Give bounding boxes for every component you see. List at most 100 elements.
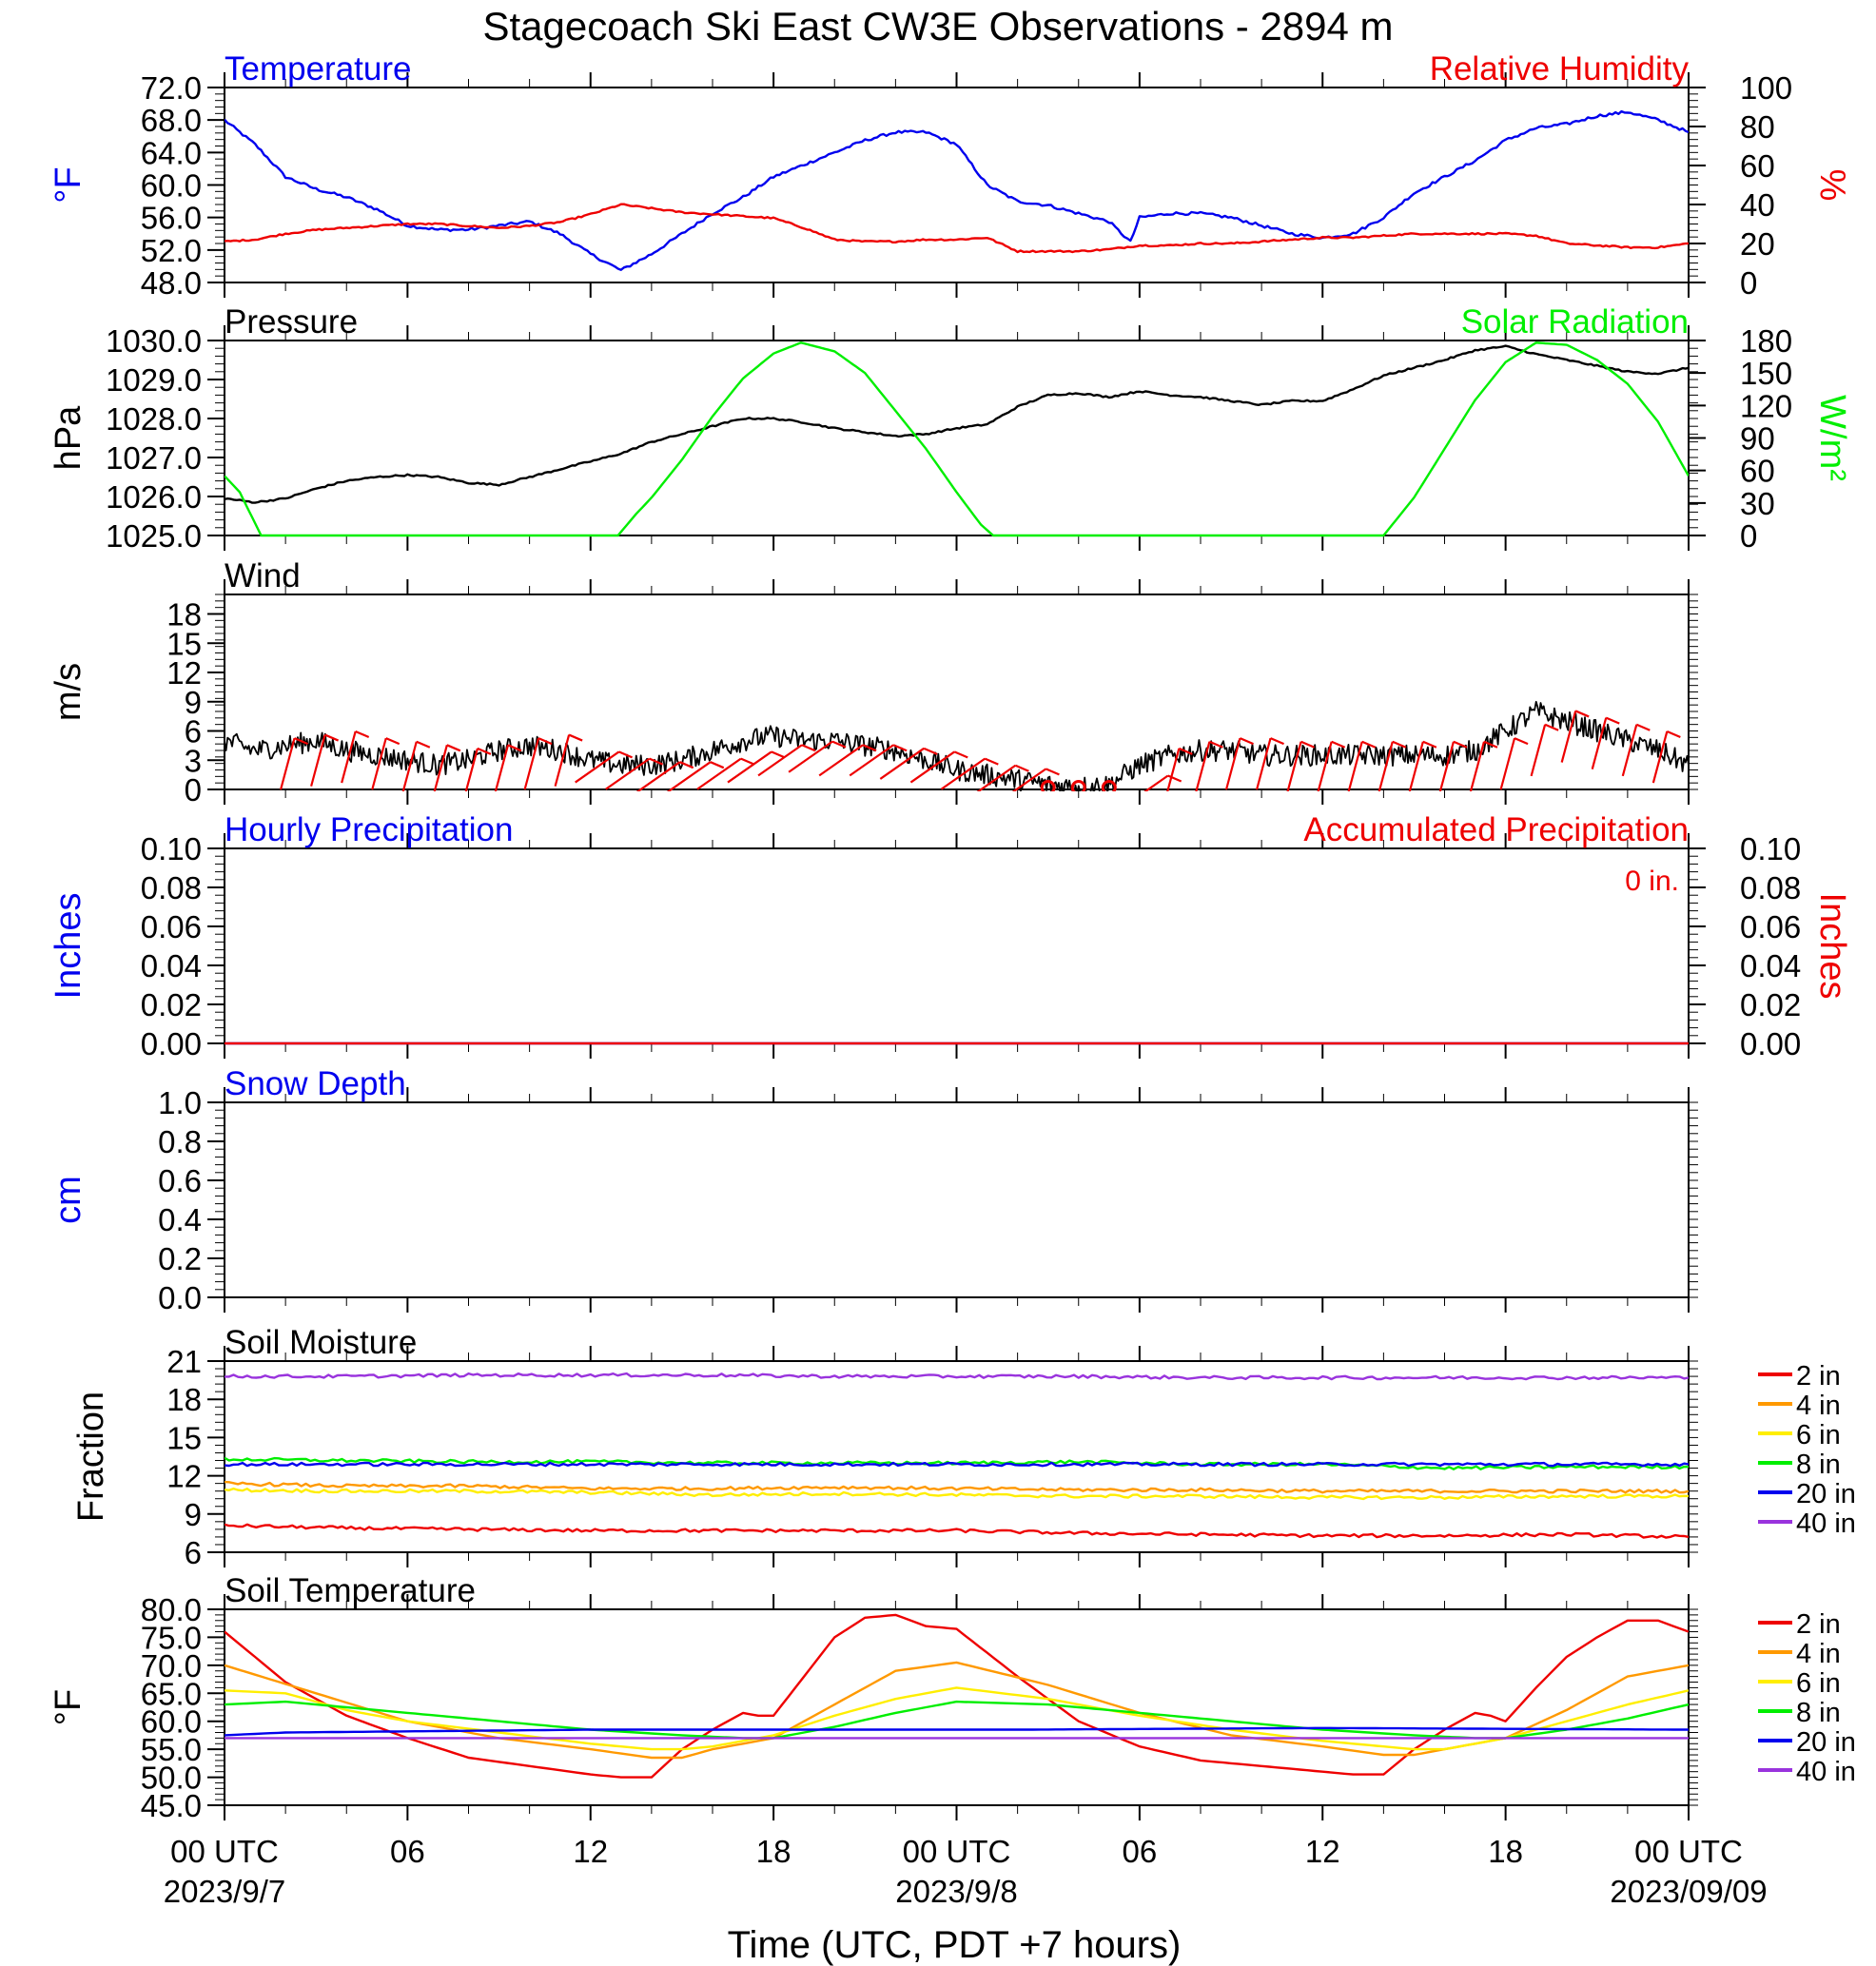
panel-title-right: Accumulated Precipitation bbox=[1303, 811, 1689, 848]
series-line-6-in bbox=[225, 1686, 1689, 1751]
legend-label: 40 in bbox=[1796, 1509, 1856, 1539]
wind-barb bbox=[554, 734, 571, 787]
y-tick-label-left: 6 bbox=[185, 714, 202, 749]
y-tick-label-right: 0.08 bbox=[1740, 870, 1801, 905]
x-tick-date: 2023/09/09 bbox=[1610, 1874, 1767, 1909]
wind-barb-flag bbox=[355, 730, 370, 738]
wind-barb bbox=[1166, 748, 1181, 791]
wind-barb bbox=[818, 744, 864, 777]
wind-barb-flag bbox=[1574, 710, 1590, 718]
calm-wind-marker bbox=[1101, 780, 1117, 791]
wind-barb-flag bbox=[618, 750, 634, 759]
series-line-pressure bbox=[225, 344, 1689, 504]
y-tick-label-left: 55.0 bbox=[141, 1732, 202, 1767]
wind-barb-flag bbox=[507, 744, 522, 752]
y-tick-label-left: 6 bbox=[185, 1535, 202, 1570]
y-tick-label-right: 100 bbox=[1740, 70, 1792, 106]
series-line-20-in bbox=[225, 1726, 1689, 1737]
wind-barb bbox=[1286, 741, 1302, 791]
wind-barb-flag bbox=[923, 747, 938, 755]
x-tick-label: 00 UTC bbox=[903, 1834, 1011, 1869]
wind-barb bbox=[727, 750, 772, 784]
wind-barb-flag bbox=[1514, 737, 1529, 746]
x-tick-label: 06 bbox=[390, 1834, 425, 1869]
wind-barb-flag bbox=[1178, 747, 1193, 755]
wind-barb-flag bbox=[294, 737, 308, 746]
wind-barb-flag bbox=[1635, 723, 1651, 731]
y-tick-label-right: 0.06 bbox=[1740, 909, 1801, 944]
wind-barb bbox=[666, 761, 712, 791]
wind-barb bbox=[1530, 724, 1547, 777]
y-tick-label-right: 90 bbox=[1740, 421, 1775, 457]
y-tick-label-left: 52.0 bbox=[141, 233, 202, 268]
y-tick-label-left: 0.00 bbox=[141, 1026, 202, 1061]
y-tick-label-right: 80 bbox=[1740, 109, 1775, 145]
series-line-8-in bbox=[225, 1700, 1689, 1740]
wind-barb bbox=[940, 757, 986, 790]
panel-title-left: Wind bbox=[225, 557, 301, 594]
plot-frame bbox=[224, 1608, 1690, 1806]
wind-barb-flag bbox=[416, 740, 431, 749]
wind-barb-flag bbox=[984, 757, 999, 766]
wind-barb bbox=[1560, 710, 1577, 763]
legend-label: 2 in bbox=[1796, 1361, 1841, 1392]
wind-barb-flag bbox=[1544, 723, 1559, 731]
y-tick-label-left: 0.8 bbox=[158, 1124, 202, 1159]
y-tick-label-left: 0.08 bbox=[141, 870, 202, 905]
y-tick-label-right: 40 bbox=[1740, 187, 1775, 223]
y-tick-label-left: 45.0 bbox=[141, 1788, 202, 1823]
panel-title-left: Snow Depth bbox=[225, 1065, 406, 1102]
y-tick-label-left: 48.0 bbox=[141, 265, 202, 301]
wind-barb-flag bbox=[710, 761, 725, 769]
y-axis-title-left: hPa bbox=[49, 405, 88, 470]
wind-barb-flag bbox=[1240, 737, 1254, 746]
panel-soil_temperature: 45.050.055.060.065.070.075.080.0 Soil Tem… bbox=[49, 1572, 1856, 1823]
wind-barb bbox=[494, 745, 510, 791]
wind-barb bbox=[1469, 741, 1486, 791]
y-axis-title-left: °F bbox=[49, 166, 88, 203]
panel-title-right: Relative Humidity bbox=[1430, 50, 1690, 88]
y-tick-label-left: 0.10 bbox=[141, 831, 202, 866]
wind-barb-flag bbox=[1167, 774, 1182, 783]
panel-title-left: Pressure bbox=[225, 303, 358, 341]
wind-barb-flag bbox=[649, 757, 664, 766]
wind-barb bbox=[433, 745, 448, 791]
y-tick-label-left: 18 bbox=[166, 597, 202, 633]
y-tick-label-right: 0.02 bbox=[1740, 987, 1801, 1022]
x-tick-label: 18 bbox=[1488, 1834, 1523, 1869]
y-tick-label-left: 68.0 bbox=[141, 103, 202, 138]
wind-barb bbox=[371, 737, 387, 790]
legend-label: 4 in bbox=[1796, 1391, 1841, 1421]
wind-barb-flag bbox=[1208, 740, 1223, 749]
x-axis-title: Time (UTC, PDT +7 hours) bbox=[728, 1924, 1182, 1966]
plot-frame bbox=[224, 1360, 1690, 1553]
y-tick-label-right: 0 bbox=[1740, 518, 1757, 554]
wind-barb bbox=[1143, 774, 1169, 791]
y-axis-title-left: cm bbox=[49, 1176, 88, 1224]
wind-barb bbox=[1499, 737, 1516, 790]
wind-barb-flag bbox=[446, 744, 461, 752]
calm-wind-marker bbox=[1070, 780, 1086, 791]
wind-barb bbox=[757, 744, 803, 777]
wind-barb bbox=[909, 750, 955, 784]
wind-barb bbox=[1438, 741, 1455, 791]
y-tick-label-left: 3 bbox=[185, 743, 202, 778]
panel-title-left: Temperature bbox=[225, 50, 411, 88]
wind-barb bbox=[464, 748, 479, 791]
panels: 48.052.056.060.064.068.072.0020406080100… bbox=[49, 50, 1856, 1823]
x-tick-label: 12 bbox=[1305, 1834, 1340, 1869]
figure-title: Stagecoach Ski East CW3E Observations - … bbox=[482, 4, 1393, 49]
wind-barb-flag bbox=[801, 744, 816, 752]
wind-barb-flag bbox=[385, 737, 401, 746]
y-tick-label-right: 60 bbox=[1740, 148, 1775, 184]
plot-frame bbox=[224, 1101, 1690, 1298]
panel-title-left: Soil Temperature bbox=[225, 1572, 476, 1609]
y-tick-label-right: 0.00 bbox=[1740, 1026, 1801, 1061]
y-tick-label-left: 21 bbox=[166, 1344, 202, 1379]
y-tick-label-left: 1030.0 bbox=[106, 323, 202, 359]
legend-label: 8 in bbox=[1796, 1450, 1841, 1480]
y-axis-title-left: Fraction bbox=[71, 1392, 111, 1522]
